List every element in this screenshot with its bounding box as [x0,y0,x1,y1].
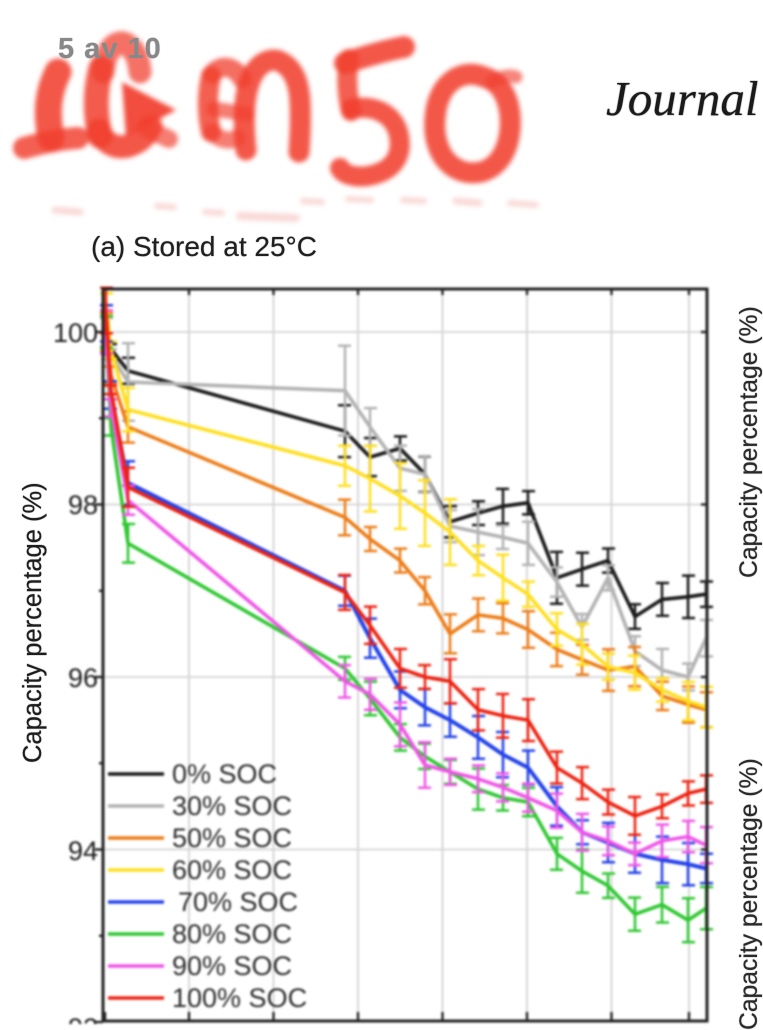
svg-text:92: 92 [68,1013,98,1024]
svg-text:0% SOC: 0% SOC [172,759,277,789]
svg-text:90% SOC: 90% SOC [172,951,292,981]
svg-text:94: 94 [68,836,98,866]
svg-text:60% SOC: 60% SOC [172,855,292,885]
svg-text:70% SOC: 70% SOC [178,887,298,917]
svg-text:100: 100 [53,318,98,348]
svg-text:50% SOC: 50% SOC [172,823,292,853]
svg-text:98: 98 [68,490,98,520]
svg-text:30% SOC: 30% SOC [172,791,292,821]
svg-text:96: 96 [68,663,98,693]
svg-text:100% SOC: 100% SOC [172,983,307,1013]
svg-text:80% SOC: 80% SOC [172,919,292,949]
